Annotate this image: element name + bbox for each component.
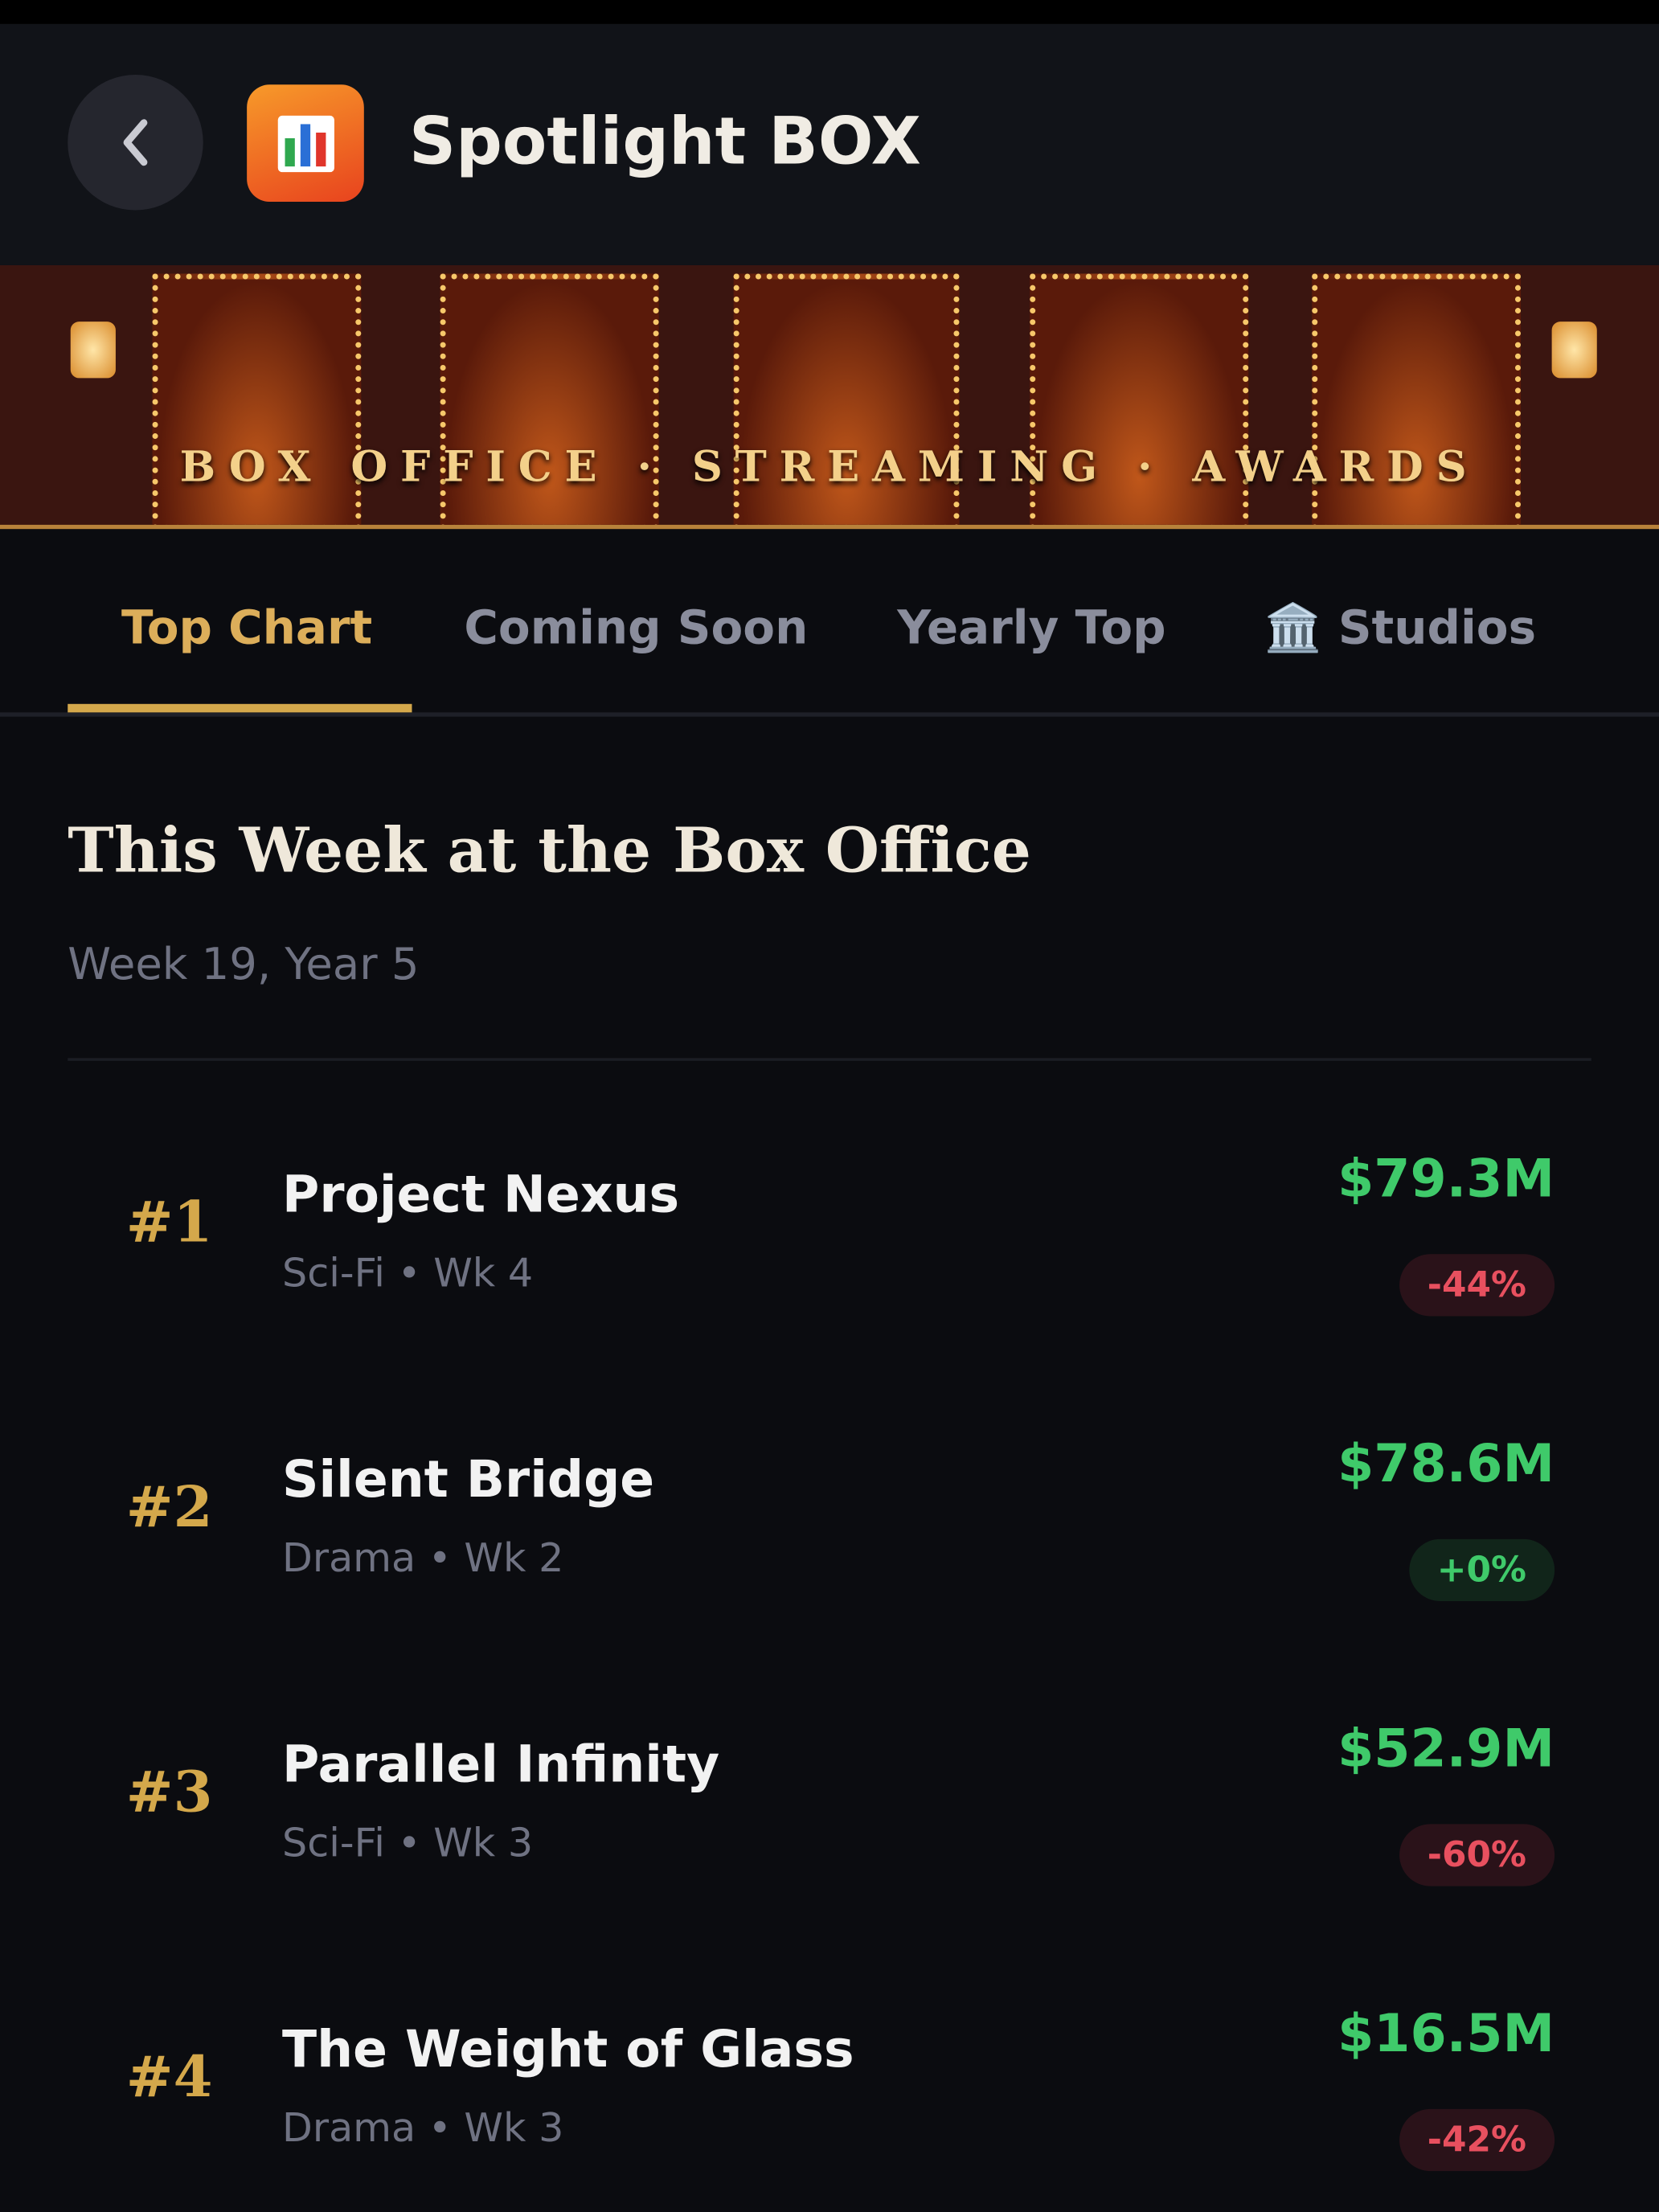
rank: #1 [125,1189,213,1256]
app-icon [247,84,364,202]
movie-row[interactable]: #4 The Weight of Glass Drama • Wk 3 $16.5M -… [0,1940,1659,2212]
movie-row[interactable]: #3 Parallel Infinity Sci-Fi • Wk 3 $52.9M -6… [0,1655,1659,1940]
change-badge: +0% [1408,1538,1555,1602]
movie-meta: Sci-Fi • Wk 3 [282,1820,534,1866]
gross: $78.6M [1337,1433,1555,1494]
gross: $16.5M [1337,2003,1555,2064]
chart-icon [277,115,334,173]
app-title: Spotlight BOX [408,103,921,179]
tab-indicator [68,703,412,713]
movie-title: Project Nexus [282,1166,680,1225]
back-button[interactable] [68,75,203,211]
banner-door [733,273,960,525]
movie-row[interactable]: #2 Silent Bridge Drama • Wk 2 $78.6M +0% [0,1370,1659,1655]
tab-bar: Top Chart Coming Soon Yearly Top 🏛️ Stud… [0,529,1659,717]
rank: #4 [125,2044,213,2111]
banner-tagline: BOX OFFICE · STREAMING · AWARDS [179,443,1480,493]
banner-door [152,273,362,525]
section-subtitle: Week 19, Year 5 [68,939,420,991]
movie-meta: Sci-Fi • Wk 4 [282,1250,534,1296]
movie-meta: Drama • Wk 2 [282,1534,564,1582]
lamp [1551,322,1597,379]
app-header: Spotlight BOX [0,23,1659,265]
movie-meta: Drama • Wk 3 [282,2104,564,2152]
banner-door [1312,273,1521,525]
movie-row[interactable]: #1 Project Nexus Sci-Fi • Wk 4 $79.3M -44% [0,1085,1659,1370]
rank: #3 [125,1759,213,1826]
status-bar [0,0,1659,24]
movie-title: Silent Bridge [282,1451,655,1509]
banner-door [1030,273,1249,525]
movie-title: Parallel Infinity [282,1736,720,1795]
tab[interactable]: Coming Soon [464,599,809,655]
tab[interactable]: Top Chart [121,599,373,655]
tab[interactable]: 🏛️ Studios [1264,599,1537,655]
tab[interactable]: Yearly Top [897,599,1166,655]
change-badge: -44% [1399,1254,1555,1317]
change-badge: -42% [1399,2108,1555,2172]
rank: #2 [125,1474,213,1541]
gross: $52.9M [1337,1718,1555,1780]
divider [68,1058,1591,1061]
gross: $79.3M [1337,1148,1555,1210]
banner-door [440,273,659,525]
back-icon [123,119,148,166]
section-title: This Week at the Box Office [68,815,1031,887]
banner: BOX OFFICE · STREAMING · AWARDS [0,264,1659,530]
movie-title: The Weight of Glass [282,2022,854,2080]
change-badge: -60% [1399,1824,1555,1886]
lamp [70,322,116,379]
